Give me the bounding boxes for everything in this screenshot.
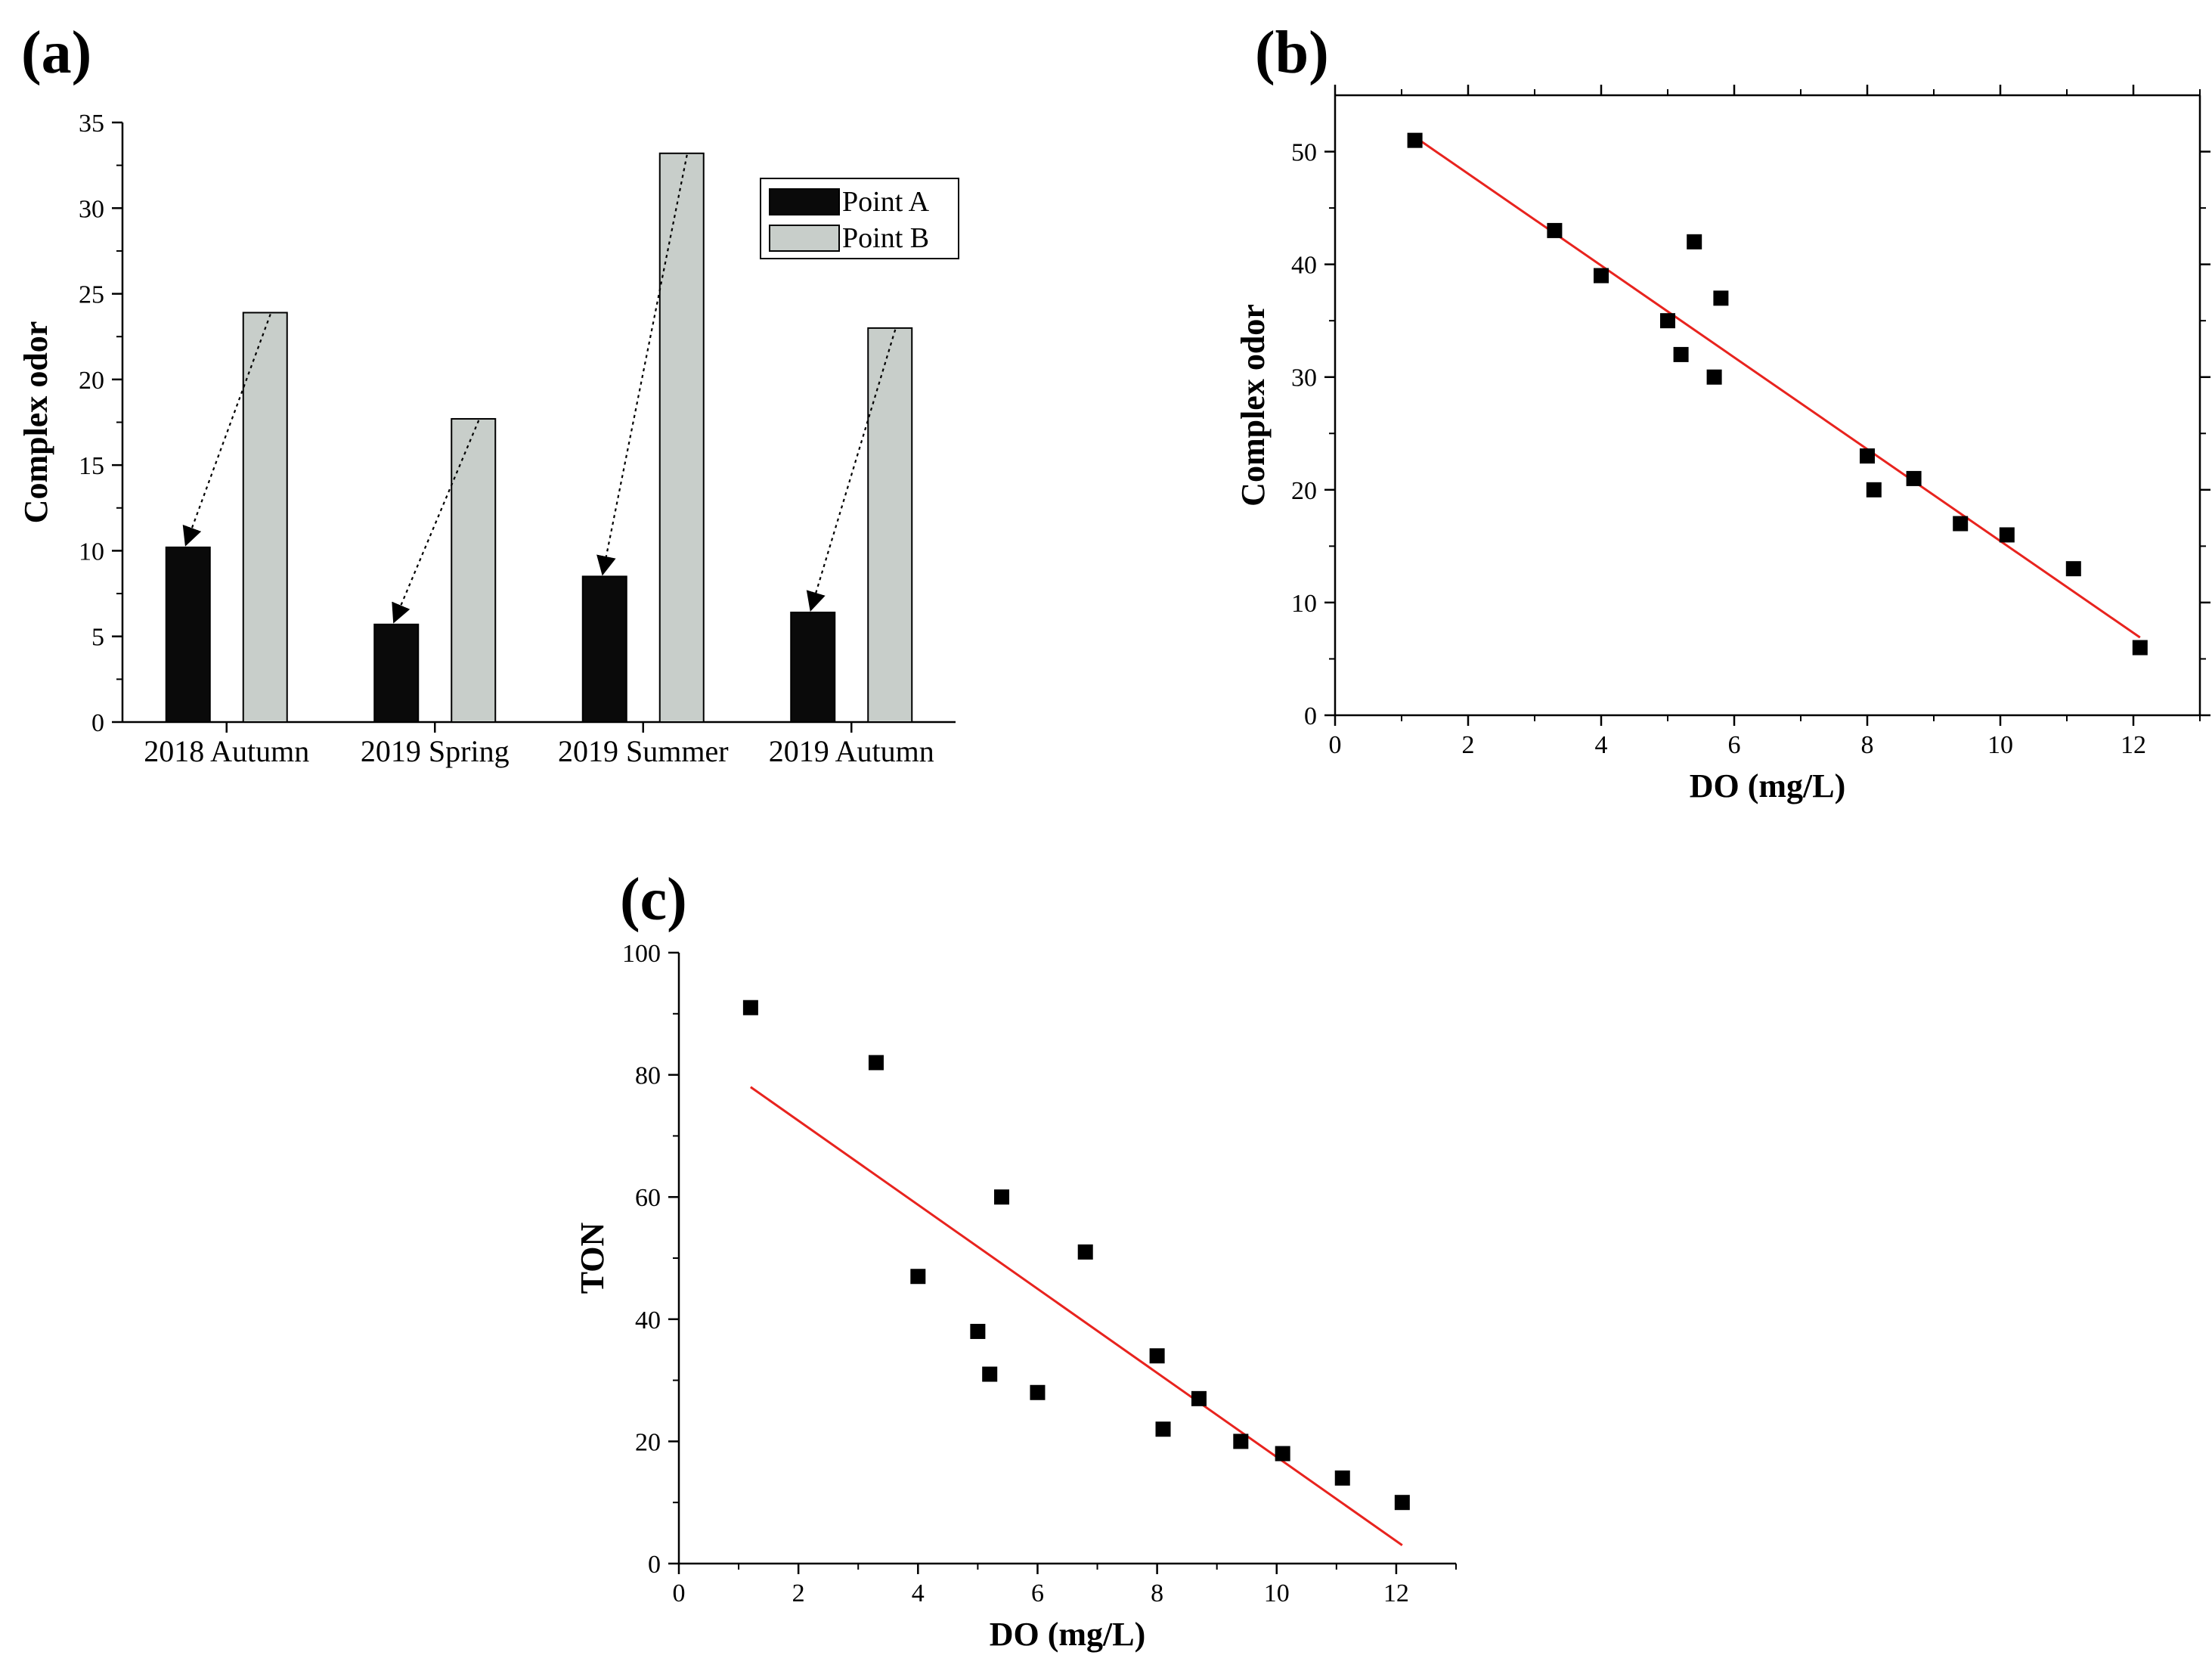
x-tick-label: 0 xyxy=(1329,731,1342,759)
data-point xyxy=(742,1000,758,1015)
x-tick-label: 6 xyxy=(1031,1579,1044,1607)
data-point xyxy=(2065,561,2081,577)
x-axis-title: DO (mg/L) xyxy=(1690,767,1846,804)
data-point xyxy=(1713,290,1729,306)
x-tick-label: 4 xyxy=(1595,731,1608,759)
y-tick-label: 20 xyxy=(635,1428,661,1456)
y-tick-label: 100 xyxy=(622,940,661,968)
y-tick-label: 20 xyxy=(1291,477,1317,505)
panel-label-b: (b) xyxy=(1255,20,1329,86)
data-point xyxy=(1233,1434,1249,1449)
data-point xyxy=(1191,1390,1207,1406)
y-tick-label: 30 xyxy=(1291,364,1317,392)
y-tick-label: 40 xyxy=(635,1306,661,1334)
y-tick-label: 40 xyxy=(1291,252,1317,280)
y-tick-label: 0 xyxy=(91,709,104,737)
bar-point-b xyxy=(451,417,497,723)
data-point xyxy=(1149,1348,1165,1364)
data-point xyxy=(910,1269,926,1285)
legend-label: Point A xyxy=(842,186,930,218)
bar-point-a xyxy=(373,623,420,724)
y-tick-label: 35 xyxy=(79,110,104,138)
x-category-label: 2019 Autumn xyxy=(769,734,934,768)
x-tick-label: 12 xyxy=(1383,1579,1409,1607)
data-point xyxy=(1687,234,1702,250)
y-tick-label: 0 xyxy=(648,1551,661,1579)
x-axis-title: DO (mg/L) xyxy=(990,1616,1146,1653)
y-tick-label: 5 xyxy=(91,624,104,652)
y-axis-title: Complex odor xyxy=(17,321,54,524)
bar-point-a xyxy=(790,611,836,723)
legend: Point A Point B xyxy=(760,178,959,259)
y-axis-title: TON xyxy=(574,1223,611,1294)
y-tick-label: 25 xyxy=(79,281,104,309)
panel-label-c: (c) xyxy=(620,866,687,933)
y-tick-label: 10 xyxy=(79,538,104,566)
data-point xyxy=(970,1323,986,1339)
data-point xyxy=(1594,268,1609,284)
fit-line xyxy=(750,1086,1403,1546)
bar-point-b xyxy=(867,327,913,723)
y-tick-label: 20 xyxy=(79,367,104,395)
legend-label: Point B xyxy=(842,222,929,254)
y-tick-label: 50 xyxy=(1291,139,1317,167)
data-point xyxy=(982,1366,998,1382)
data-point xyxy=(1706,369,1722,385)
data-point xyxy=(994,1189,1010,1205)
x-tick-label: 10 xyxy=(1264,1579,1290,1607)
bar-point-b xyxy=(658,152,705,724)
x-category-label: 2019 Spring xyxy=(361,734,510,768)
data-point xyxy=(1999,527,2015,543)
x-tick-label: 2 xyxy=(792,1579,805,1607)
bar-point-a xyxy=(581,575,627,724)
x-tick-label: 4 xyxy=(912,1579,925,1607)
data-point xyxy=(1077,1244,1093,1260)
panel-a-bar-chart: (a) 0 5 10 15 20 25 30 35 Complex odor 2018 Autumn… xyxy=(17,20,959,768)
dotted-arrow xyxy=(596,154,688,576)
y-tick-label: 80 xyxy=(635,1062,661,1090)
y-tick-label: 0 xyxy=(1304,702,1317,730)
bar-point-b xyxy=(242,312,288,724)
data-point xyxy=(1030,1384,1046,1400)
data-point xyxy=(1860,448,1875,464)
data-point xyxy=(1334,1470,1350,1486)
x-tick-label: 6 xyxy=(1728,731,1741,759)
data-point xyxy=(1407,132,1423,148)
dotted-arrow xyxy=(392,420,480,624)
data-point xyxy=(2132,640,2148,656)
x-category-label: 2018 Autumn xyxy=(144,734,309,768)
legend-swatch xyxy=(769,188,840,215)
dotted-arrow xyxy=(806,329,897,612)
x-tick-label: 2 xyxy=(1462,731,1475,759)
panel-label-a: (a) xyxy=(21,20,91,86)
x-tick-label: 12 xyxy=(2121,731,2146,759)
y-axis-title: Complex odor xyxy=(1235,304,1272,507)
data-point xyxy=(1660,313,1675,329)
y-tick-label: 10 xyxy=(1291,590,1317,618)
y-tick-label: 15 xyxy=(79,452,104,480)
data-point xyxy=(1394,1495,1410,1511)
data-point xyxy=(1275,1446,1290,1461)
panel-b-scatter-chart: 0 10 20 30 40 50 0 2 4 6 8 10 12 (b) DO (mg/L) Complex … xyxy=(1235,20,2210,804)
x-tick-label: 8 xyxy=(1861,731,1874,759)
data-point xyxy=(1155,1421,1171,1437)
x-tick-label: 0 xyxy=(673,1579,686,1607)
data-point xyxy=(1673,346,1689,362)
x-category-label: 2019 Summer xyxy=(558,734,729,768)
y-tick-label: 60 xyxy=(635,1184,661,1212)
data-point xyxy=(1547,222,1563,238)
y-tick-label: 30 xyxy=(79,195,104,223)
data-point xyxy=(1866,482,1882,497)
x-tick-label: 10 xyxy=(1987,731,2013,759)
data-point xyxy=(1953,516,1969,532)
bar-point-a xyxy=(165,546,211,724)
x-tick-label: 8 xyxy=(1151,1579,1163,1607)
fit-line xyxy=(1414,135,2141,639)
legend-swatch xyxy=(769,225,840,252)
data-point xyxy=(868,1055,884,1071)
data-point xyxy=(1906,470,1922,486)
panel-c-scatter-chart: 0 20 40 60 80 100 0 2 4 6 8 10 12 (c) DO (mg/L) TON xyxy=(574,866,1457,1653)
